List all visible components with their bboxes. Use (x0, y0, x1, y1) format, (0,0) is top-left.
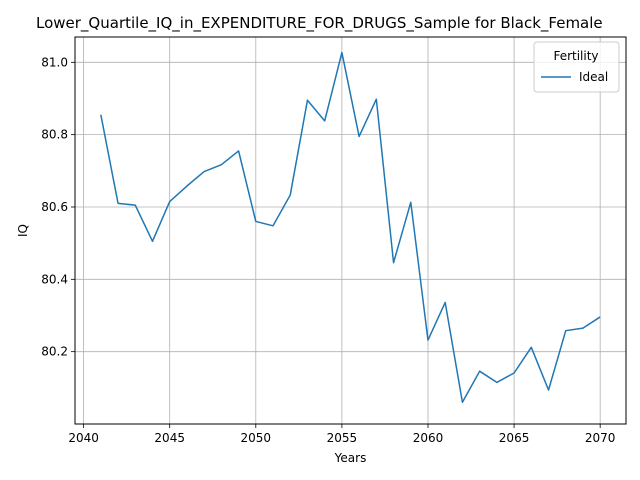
x-tick-label: 2055 (327, 431, 358, 445)
y-tick-label: 80.6 (41, 200, 68, 214)
x-tick-label: 2040 (68, 431, 99, 445)
legend-label-ideal: Ideal (579, 70, 608, 84)
x-axis-ticks: 2040 2045 2050 2055 2060 2065 2070 (68, 424, 615, 445)
y-axis-label: IQ (16, 224, 30, 237)
y-tick-label: 81.0 (41, 55, 68, 69)
grid-lines (75, 37, 626, 424)
x-tick-label: 2060 (413, 431, 444, 445)
plot-series (100, 51, 601, 404)
legend-box (533, 41, 620, 93)
chart-title: Lower_Quartile_IQ_in_EXPENDITURE_FOR_DRU… (36, 14, 603, 33)
plot-frame (74, 36, 627, 425)
x-tick-label: 2070 (585, 431, 616, 445)
x-tick-label: 2050 (241, 431, 272, 445)
y-axis-ticks: 80.2 80.4 80.6 80.8 81.0 (41, 55, 75, 359)
x-tick-label: 2045 (154, 431, 185, 445)
y-tick-label: 80.2 (41, 345, 68, 359)
series-line-ideal (100, 51, 601, 404)
y-tick-label: 80.8 (41, 128, 68, 142)
legend-title: Fertility (553, 49, 598, 63)
x-axis-label: Years (334, 451, 367, 465)
y-tick-label: 80.4 (41, 272, 68, 286)
legend: Fertility Ideal (533, 41, 620, 93)
x-tick-label: 2065 (499, 431, 530, 445)
